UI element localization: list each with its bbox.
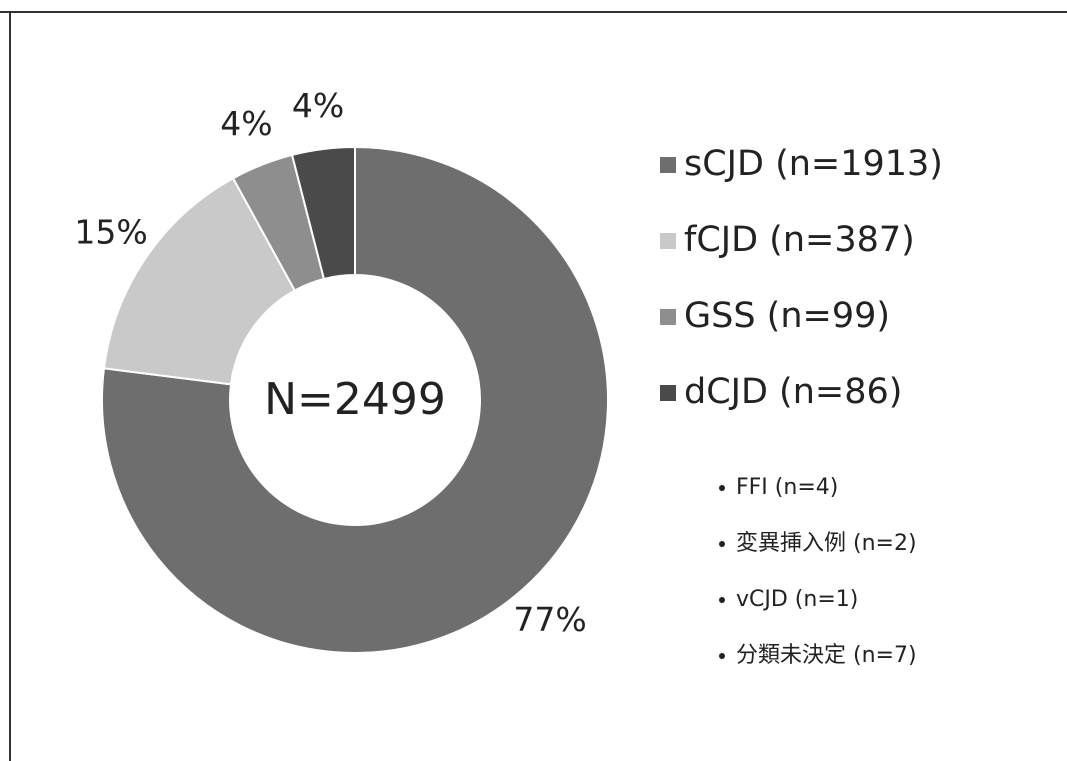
note-bullet (719, 597, 725, 603)
note: FFI (n=4) (736, 475, 838, 500)
center-label: N=2499 (264, 374, 446, 425)
slice (290, 145, 356, 281)
legend-swatch (660, 385, 676, 401)
slice-label: 4% (220, 104, 272, 143)
note: vCJD (n=1) (736, 587, 858, 612)
legend-label: GSS (n=99) (684, 296, 890, 336)
note-bullet (719, 541, 725, 547)
slice (101, 145, 609, 654)
legend-label: dCJD (n=86) (684, 372, 902, 412)
legend-swatch (660, 157, 676, 173)
note: 変異挿入例 (n=2) (736, 531, 917, 556)
note-bullet (719, 485, 725, 491)
slice (102, 176, 297, 386)
legend-swatch (660, 233, 676, 249)
slice-label: 15% (74, 213, 147, 252)
note: 分類未決定 (n=7) (736, 643, 917, 668)
legend-label: sCJD (n=1913) (684, 144, 943, 184)
slice-label: 4% (292, 86, 344, 125)
legend-label: fCJD (n=387) (684, 220, 915, 260)
slice-label: 77% (513, 600, 586, 639)
legend-swatch (660, 309, 676, 325)
note-bullet (719, 653, 725, 659)
